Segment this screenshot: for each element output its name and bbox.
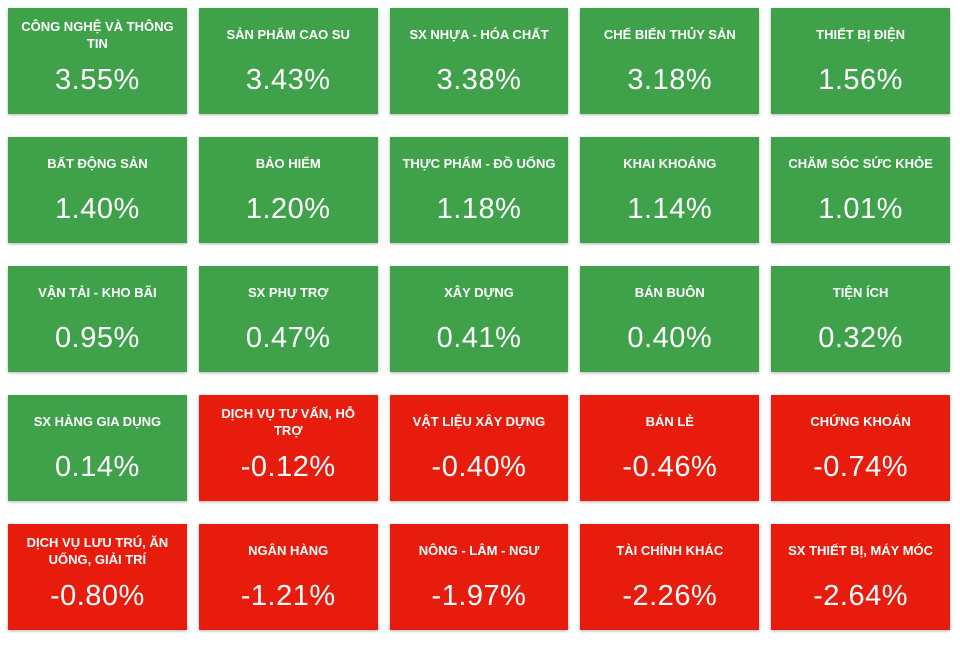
sector-tile[interactable]: NGÂN HÀNG -1.21% — [198, 524, 378, 630]
sector-label: CHỨNG KHOÁN — [810, 414, 911, 430]
sector-change: 0.41% — [436, 321, 522, 354]
sector-change: -0.40% — [431, 450, 527, 483]
sector-change: 1.20% — [245, 192, 331, 225]
sector-tile[interactable]: BẢO HIỂM 1.20% — [198, 137, 378, 243]
sector-change: 0.47% — [245, 321, 331, 354]
sector-change: -1.21% — [240, 579, 336, 612]
sector-change: -0.46% — [622, 450, 718, 483]
sector-tile[interactable]: BẤT ĐỘNG SẢN 1.40% — [8, 137, 187, 243]
sector-change: 3.18% — [627, 63, 713, 96]
sector-tile[interactable]: CHẾ BIẾN THỦY SẢN 3.18% — [580, 8, 760, 114]
sector-label: BÁN LẺ — [645, 414, 694, 430]
sector-change: 3.38% — [436, 63, 522, 96]
sector-change: -2.26% — [622, 579, 718, 612]
sector-label: SX NHỰA - HÓA CHẤT — [409, 27, 549, 43]
sector-label: VẬN TẢI - KHO BÃI — [38, 285, 157, 301]
sector-tile[interactable]: SX HÀNG GIA DỤNG 0.14% — [8, 395, 187, 501]
sector-change: 0.14% — [55, 450, 140, 483]
sector-change: -1.97% — [431, 579, 527, 612]
sector-tile[interactable]: DỊCH VỤ TƯ VẤN, HỖ TRỢ -0.12% — [198, 395, 378, 501]
sector-tile[interactable]: SX PHỤ TRỢ 0.47% — [198, 266, 378, 372]
sector-label: BÁN BUÔN — [634, 285, 705, 301]
sector-label: SẢN PHẨM CAO SU — [226, 27, 350, 43]
sector-tile[interactable]: THIẾT BỊ ĐIỆN 1.56% — [771, 8, 950, 114]
sector-change: 0.95% — [55, 321, 140, 354]
sector-label: NGÂN HÀNG — [248, 543, 329, 559]
sector-tile[interactable]: THỰC PHẨM - ĐỒ UỐNG 1.18% — [389, 137, 569, 243]
sector-label: TÀI CHÍNH KHÁC — [616, 543, 724, 559]
sector-label: KHAI KHOÁNG — [623, 156, 717, 172]
sector-label: CHĂM SÓC SỨC KHỎE — [788, 156, 933, 172]
sector-tile[interactable]: TÀI CHÍNH KHÁC -2.26% — [580, 524, 760, 630]
sector-change: 1.40% — [55, 192, 140, 225]
sector-label: SX THIẾT BỊ, MÁY MÓC — [788, 543, 934, 559]
sector-label: THỰC PHẨM - ĐỒ UỐNG — [402, 156, 556, 172]
sector-tile[interactable]: BÁN BUÔN 0.40% — [580, 266, 760, 372]
sector-change: 1.18% — [436, 192, 522, 225]
sector-change: 1.01% — [818, 192, 903, 225]
sector-label: CÔNG NGHỆ VÀ THÔNG TIN — [21, 19, 174, 51]
sector-label: CHẾ BIẾN THỦY SẢN — [603, 27, 736, 43]
sector-tile[interactable]: NÔNG - LÂM - NGƯ -1.97% — [389, 524, 569, 630]
sector-change: 3.55% — [55, 63, 140, 96]
sector-label: XÂY DỰNG — [444, 285, 514, 301]
sector-label: SX PHỤ TRỢ — [247, 285, 329, 301]
sector-label: THIẾT BỊ ĐIỆN — [816, 27, 906, 43]
sector-label: DỊCH VỤ LƯU TRÚ, ĂN UỐNG, GIẢI TRÍ — [26, 535, 169, 567]
sector-label: TIỆN ÍCH — [832, 285, 889, 301]
sector-label: SX HÀNG GIA DỤNG — [33, 414, 162, 430]
sector-change: 0.32% — [818, 321, 903, 354]
sector-label: BẢO HIỂM — [255, 156, 321, 172]
sector-tile[interactable]: KHAI KHOÁNG 1.14% — [580, 137, 760, 243]
sector-label: BẤT ĐỘNG SẢN — [47, 156, 148, 172]
sector-label: VẬT LIỆU XÂY DỰNG — [412, 414, 546, 430]
sector-tile[interactable]: TIỆN ÍCH 0.32% — [771, 266, 950, 372]
sector-label: NÔNG - LÂM - NGƯ — [418, 543, 540, 559]
sector-change: -0.12% — [240, 450, 336, 483]
sector-tile[interactable]: BÁN LẺ -0.46% — [580, 395, 760, 501]
sector-change: 0.40% — [627, 321, 713, 354]
sector-tile[interactable]: SX THIẾT BỊ, MÁY MÓC -2.64% — [771, 524, 950, 630]
sector-tile[interactable]: SẢN PHẨM CAO SU 3.43% — [198, 8, 378, 114]
sector-change: 1.14% — [627, 192, 713, 225]
sector-change: -0.80% — [49, 579, 145, 612]
sector-tile[interactable]: CÔNG NGHỆ VÀ THÔNG TIN 3.55% — [8, 8, 187, 114]
sector-label: DỊCH VỤ TƯ VẤN, HỖ TRỢ — [221, 406, 355, 438]
sector-change: 1.56% — [818, 63, 903, 96]
sector-tile[interactable]: VẬN TẢI - KHO BÃI 0.95% — [8, 266, 187, 372]
sector-change: 3.43% — [245, 63, 331, 96]
sector-tile[interactable]: XÂY DỰNG 0.41% — [389, 266, 569, 372]
sector-tile[interactable]: VẬT LIỆU XÂY DỰNG -0.40% — [389, 395, 569, 501]
sector-change: -0.74% — [813, 450, 909, 483]
sector-tile[interactable]: CHĂM SÓC SỨC KHỎE 1.01% — [771, 137, 950, 243]
sector-change: -2.64% — [813, 579, 909, 612]
sector-tile[interactable]: SX NHỰA - HÓA CHẤT 3.38% — [389, 8, 569, 114]
sector-tile[interactable]: CHỨNG KHOÁN -0.74% — [771, 395, 950, 501]
sector-tile[interactable]: DỊCH VỤ LƯU TRÚ, ĂN UỐNG, GIẢI TRÍ -0.80… — [8, 524, 187, 630]
